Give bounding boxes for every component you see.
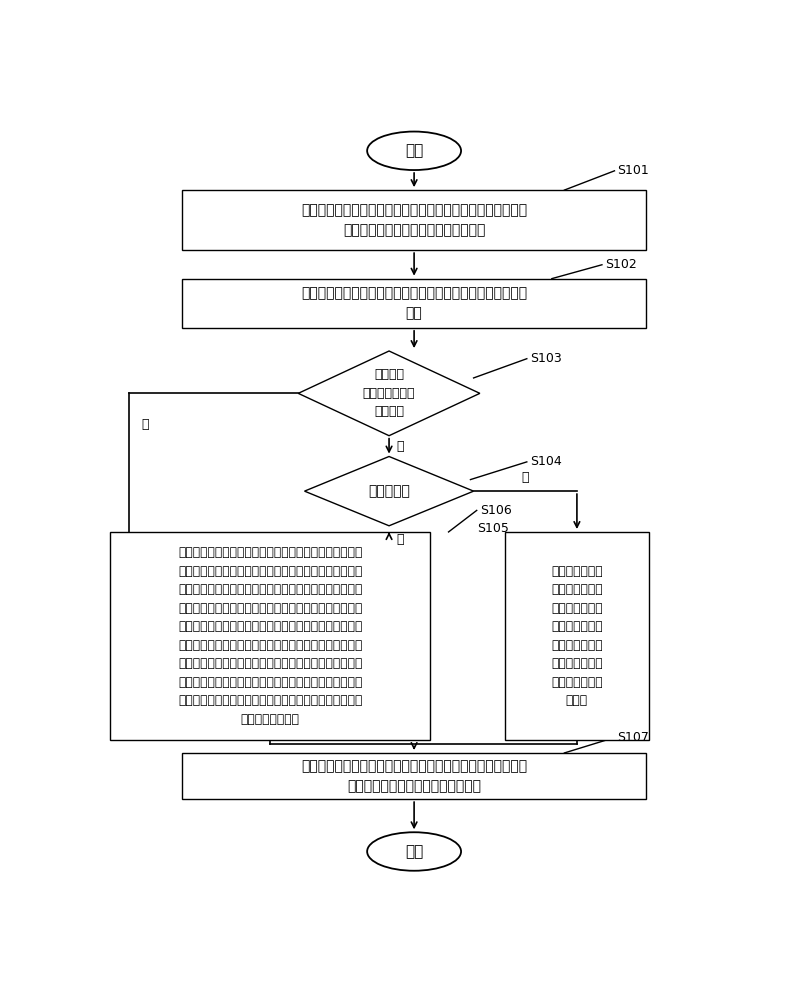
Text: 从通讯终端设备接收医生最终确定的该就诊患者所患疾病信息
和医生选定并完善信息后的诊疗模板: 从通讯终端设备接收医生最终确定的该就诊患者所患疾病信息 和医生选定并完善信息后的…: [301, 759, 527, 793]
Text: 是否是复诊: 是否是复诊: [368, 484, 410, 498]
Text: 是: 是: [521, 471, 529, 484]
Text: 从电子病历服务器中获取该就诊患者的就诊科室产生的电
子病历，然后根据该就诊患者的就诊科室产生的电子病历
统计分析获得该就诊患者的就诊科室确诊的各种疾病与统
计分: 从电子病历服务器中获取该就诊患者的就诊科室产生的电 子病历，然后根据该就诊患者的…: [178, 546, 362, 726]
Polygon shape: [305, 456, 473, 526]
Bar: [183, 753, 646, 799]
Ellipse shape: [367, 832, 461, 871]
Text: S102: S102: [605, 258, 637, 271]
Bar: [183, 190, 646, 250]
Text: S101: S101: [617, 164, 650, 177]
Text: 将接收到的就诊患者信息与电子病历服务器中的电子病历进行
匹配: 将接收到的就诊患者信息与电子病历服务器中的电子病历进行 匹配: [301, 286, 527, 320]
Text: 根据该复诊疾病
从诊疗模板服务
器获得该复诊疾
病对应的诊疗模
板；将该复诊疾
病对应的诊疗模
板发送给通讯终
端设备: 根据该复诊疾病 从诊疗模板服务 器获得该复诊疾 病对应的诊疗模 板；将该复诊疾 …: [551, 565, 603, 707]
Text: 结束: 结束: [405, 844, 423, 859]
Text: 否: 否: [141, 418, 149, 431]
Text: 是: 是: [397, 440, 404, 453]
Text: 否: 否: [397, 533, 404, 546]
Ellipse shape: [367, 132, 461, 170]
Bar: [183, 279, 646, 328]
Bar: [505, 532, 649, 740]
Text: S107: S107: [617, 731, 650, 744]
Bar: [111, 532, 430, 740]
Text: 是否获得
就诊患者的历史
电子病历: 是否获得 就诊患者的历史 电子病历: [363, 368, 415, 418]
Text: S105: S105: [478, 522, 509, 535]
Text: 开始: 开始: [405, 143, 423, 158]
Text: S106: S106: [480, 504, 511, 517]
Text: S103: S103: [530, 352, 562, 365]
Text: 从通讯终端设备接收就诊患者信息，并根据该就诊患者信息从
挂号服务器获取该就诊患者的就诊科室: 从通讯终端设备接收就诊患者信息，并根据该就诊患者信息从 挂号服务器获取该就诊患者…: [301, 203, 527, 237]
Polygon shape: [298, 351, 480, 436]
Text: S104: S104: [530, 455, 562, 468]
